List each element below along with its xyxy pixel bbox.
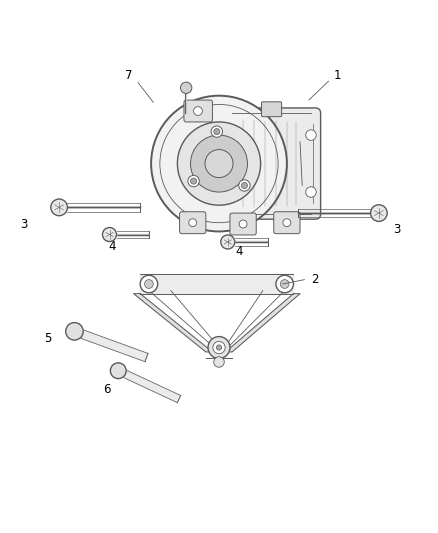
Circle shape	[216, 345, 222, 350]
Circle shape	[180, 82, 192, 93]
Text: 7: 7	[125, 69, 133, 83]
Circle shape	[140, 275, 158, 293]
Circle shape	[191, 178, 197, 184]
Circle shape	[283, 219, 291, 227]
Circle shape	[371, 205, 387, 221]
Text: 1: 1	[333, 69, 341, 83]
Circle shape	[51, 199, 67, 216]
FancyBboxPatch shape	[227, 108, 321, 219]
FancyBboxPatch shape	[274, 212, 300, 233]
FancyBboxPatch shape	[230, 213, 256, 235]
Circle shape	[239, 220, 247, 228]
FancyBboxPatch shape	[184, 100, 212, 122]
Circle shape	[102, 228, 117, 241]
Circle shape	[221, 235, 235, 249]
Circle shape	[205, 150, 233, 177]
FancyBboxPatch shape	[261, 102, 282, 117]
Circle shape	[239, 180, 250, 191]
Circle shape	[208, 336, 230, 359]
Circle shape	[214, 357, 224, 367]
Circle shape	[306, 187, 316, 197]
Circle shape	[306, 130, 316, 140]
Circle shape	[110, 363, 126, 378]
Circle shape	[213, 342, 225, 354]
Circle shape	[276, 275, 293, 293]
Polygon shape	[124, 370, 180, 402]
Circle shape	[145, 280, 153, 288]
Polygon shape	[81, 330, 148, 362]
Text: 5: 5	[45, 332, 52, 345]
Circle shape	[66, 322, 83, 340]
Text: 2: 2	[311, 273, 319, 286]
Circle shape	[194, 107, 202, 115]
Circle shape	[241, 182, 247, 189]
Polygon shape	[226, 294, 300, 352]
Text: 4: 4	[108, 240, 116, 253]
Circle shape	[280, 280, 289, 288]
Text: 4: 4	[235, 245, 243, 257]
Text: 6: 6	[103, 383, 111, 395]
Polygon shape	[134, 294, 212, 352]
Circle shape	[211, 126, 223, 138]
Circle shape	[189, 219, 197, 227]
Circle shape	[177, 122, 261, 205]
Text: 3: 3	[393, 223, 400, 236]
FancyBboxPatch shape	[180, 212, 206, 233]
Circle shape	[151, 96, 287, 231]
Text: 3: 3	[21, 219, 28, 231]
Circle shape	[191, 135, 247, 192]
Circle shape	[188, 175, 199, 187]
Circle shape	[214, 128, 220, 135]
